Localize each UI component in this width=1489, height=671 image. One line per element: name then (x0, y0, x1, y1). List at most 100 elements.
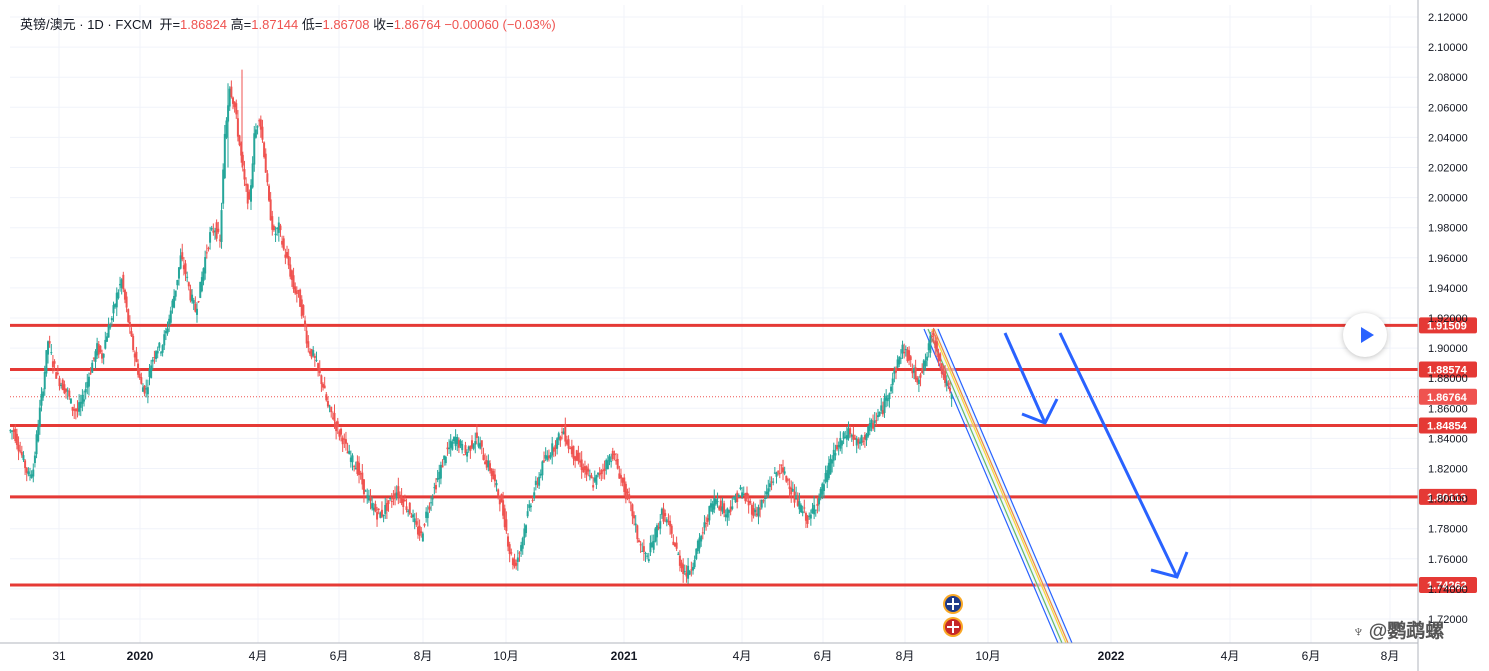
candle-body (752, 508, 755, 516)
candle-body (140, 377, 143, 384)
candle-body (364, 490, 367, 492)
candle-body (115, 292, 118, 308)
candle-body (292, 275, 295, 290)
y-tick-label: 1.80000 (1428, 494, 1468, 506)
candle-body (472, 444, 475, 449)
watermark-text: @鹦鹉螺 (1368, 621, 1445, 642)
candle-body (89, 373, 92, 375)
symbol-name[interactable]: 英镑/澳元 (20, 17, 76, 32)
regression-channel[interactable] (923, 328, 1073, 644)
candle-body (120, 279, 123, 289)
candle-body (497, 489, 500, 496)
candle-body (579, 461, 582, 463)
candle-body (746, 492, 749, 499)
candle-body (547, 455, 550, 459)
candle-body (213, 230, 216, 232)
author-icon: ♆ (1352, 622, 1365, 641)
candle-body (626, 491, 629, 494)
candle-body (418, 525, 421, 536)
candle-body (665, 519, 668, 523)
time-axis[interactable]: 31 2020 4月 6月 8月 10月 2021 4月 6月 8月 10月 2022 4月 6月 8月 (0, 642, 1418, 663)
candle-body (376, 512, 379, 520)
candle-body (426, 512, 429, 519)
candle-body (695, 548, 698, 560)
price-axis[interactable]: 2.12000 2.10000 2.08000 2.06000 2.04000 2.020… (1417, 0, 1468, 671)
candle-body (410, 515, 413, 518)
candle-body (456, 436, 459, 445)
candle-body (832, 449, 835, 461)
y-tick-label: 2.12000 (1428, 12, 1468, 24)
candle-body (655, 525, 658, 538)
candle-body (390, 500, 393, 502)
candle-body (711, 503, 714, 513)
candle-body (577, 452, 580, 462)
candle-body (873, 420, 876, 424)
candle-body (253, 133, 256, 165)
candle-body (318, 368, 321, 374)
candle-body (507, 536, 510, 547)
candle-body (212, 230, 215, 233)
candle-body (17, 444, 20, 452)
candle-body (878, 411, 881, 416)
candle-body (83, 399, 86, 402)
candle-body (305, 330, 308, 344)
candle-body (510, 552, 513, 554)
candle-body (839, 437, 842, 449)
candle-body (836, 445, 839, 450)
candle-body (798, 501, 801, 510)
candle-body (724, 514, 727, 518)
candle-body (762, 500, 765, 502)
x-tick-label: 10月 (493, 649, 518, 663)
candle-body (489, 463, 492, 471)
candle-body (714, 499, 717, 505)
candle-body (263, 142, 266, 157)
candle-body (320, 375, 323, 385)
candle-body (371, 503, 374, 509)
support-resistance-levels[interactable]: 1.91509 1.88574 1.84854 1.80113 1.74262 1.867… (10, 317, 1477, 593)
candle-body (726, 508, 729, 518)
candle-body (245, 183, 248, 186)
candle-body (130, 331, 133, 337)
projection-arrows[interactable] (1003, 332, 1189, 579)
candle-body (240, 143, 243, 156)
candle-body (307, 341, 310, 348)
candle-body (461, 444, 464, 451)
candle-body (606, 460, 609, 470)
candle-body (688, 571, 691, 575)
candle-body (395, 492, 398, 498)
economic-events[interactable] (943, 594, 963, 637)
candle-body (266, 173, 269, 183)
candle-body (818, 498, 821, 505)
candle-body (790, 487, 793, 495)
candle-body (909, 356, 912, 360)
candle-body (215, 222, 218, 239)
candle-body (737, 494, 740, 498)
candle-body (73, 409, 76, 411)
candle-body (482, 454, 485, 460)
candle-body (40, 393, 43, 406)
play-button[interactable] (1343, 313, 1387, 357)
level-label: 1.74262 (1427, 580, 1467, 592)
candle-body (207, 247, 210, 249)
candle-body (479, 442, 482, 449)
candle-body (452, 437, 455, 442)
candle-body (785, 475, 788, 482)
candle-body (585, 466, 588, 475)
candle-body (195, 308, 198, 315)
candle-body (53, 361, 56, 364)
candle-body (78, 402, 81, 412)
candle-body (168, 318, 171, 325)
channel-line (931, 328, 1067, 644)
candle-body (498, 499, 501, 505)
candle-body (840, 440, 843, 446)
candle-body (466, 451, 469, 457)
candle-body (25, 467, 28, 473)
candle-body (413, 518, 416, 523)
candle-body (200, 277, 203, 292)
candle-body (634, 523, 637, 526)
candle-body (228, 88, 231, 107)
candle-body (189, 289, 192, 301)
candle-body (379, 512, 382, 518)
candle-body (777, 471, 780, 473)
